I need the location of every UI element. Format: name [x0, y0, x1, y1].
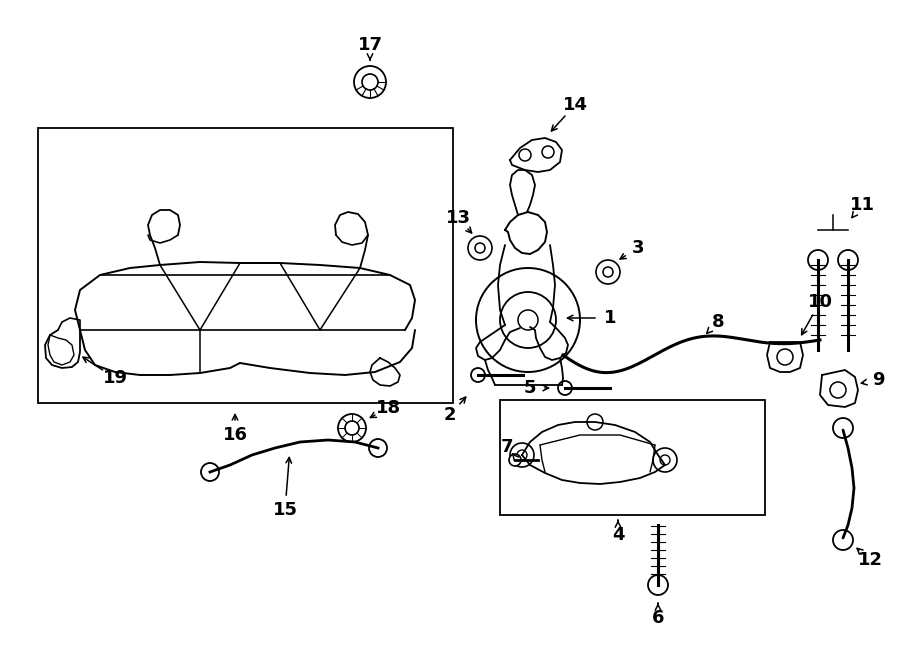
- Text: 16: 16: [222, 426, 248, 444]
- Text: 7: 7: [500, 438, 513, 456]
- Text: 17: 17: [357, 36, 382, 54]
- Circle shape: [808, 250, 828, 270]
- Text: 14: 14: [562, 96, 588, 114]
- Circle shape: [838, 250, 858, 270]
- Circle shape: [648, 575, 668, 595]
- Text: 3: 3: [632, 239, 644, 257]
- Circle shape: [558, 381, 572, 395]
- Text: 9: 9: [872, 371, 884, 389]
- Bar: [500, 400, 765, 515]
- Circle shape: [471, 368, 485, 382]
- Bar: [38, 128, 453, 403]
- Text: 10: 10: [807, 293, 833, 311]
- Text: 12: 12: [858, 551, 883, 569]
- Text: 19: 19: [103, 369, 128, 387]
- Text: 6: 6: [652, 609, 664, 627]
- Text: 13: 13: [446, 209, 471, 227]
- Text: 5: 5: [524, 379, 536, 397]
- Text: 1: 1: [604, 309, 617, 327]
- Text: 8: 8: [712, 313, 724, 331]
- Text: 18: 18: [375, 399, 401, 417]
- Text: 4: 4: [612, 526, 625, 544]
- Text: 2: 2: [444, 406, 456, 424]
- Circle shape: [509, 454, 521, 466]
- Text: 11: 11: [850, 196, 875, 214]
- Text: 15: 15: [273, 501, 298, 519]
